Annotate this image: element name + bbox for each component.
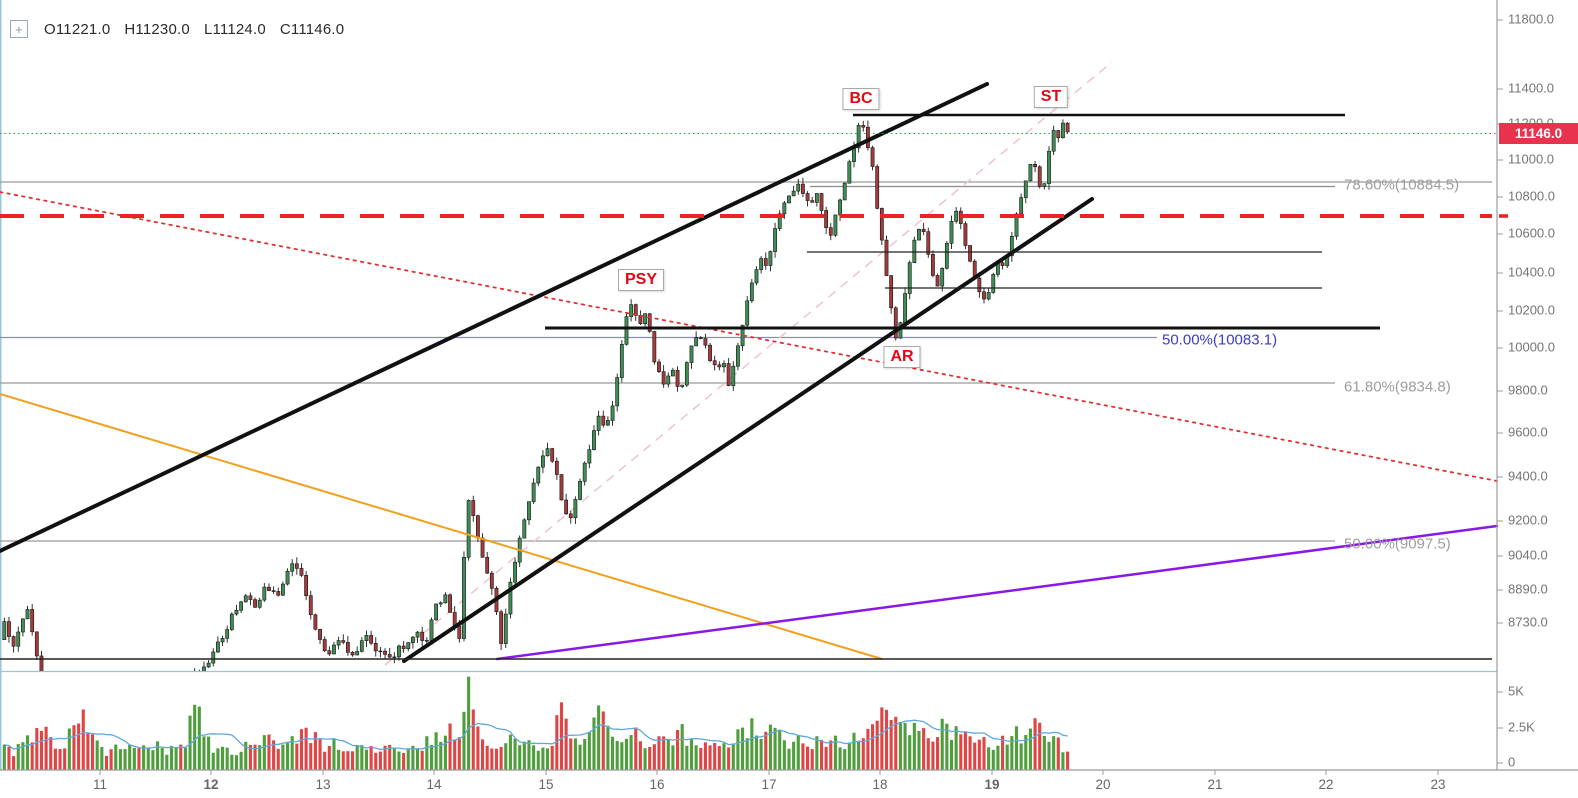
time-tick-label: 16 xyxy=(649,777,664,792)
fib-label-618[interactable]: 61.80%(9834.8) xyxy=(1344,378,1451,396)
time-tick-label: 14 xyxy=(426,777,442,792)
time-axis[interactable]: 11 12 13 14 15 16 17 18 19 20 21 22 23 xyxy=(93,770,1446,792)
legend-open: O11221.0 xyxy=(44,20,111,38)
channel-lower-trendline[interactable] xyxy=(402,197,1094,663)
price-tick-label: 9800.0 xyxy=(1508,382,1548,397)
time-tick-label: 20 xyxy=(1095,777,1110,792)
price-tick-label: 9600.0 xyxy=(1508,424,1548,439)
price-tick-label: 9040.0 xyxy=(1508,547,1548,562)
price-tick-label: 10200.0 xyxy=(1508,302,1555,317)
last-price-tag: 11146.0 xyxy=(1499,123,1578,144)
pink-dashed-trendline[interactable] xyxy=(384,61,1113,666)
fib-label-50-gray[interactable]: 50.00%(9097.5) xyxy=(1344,535,1451,553)
fib-label-786[interactable]: 78.60%(10884.5) xyxy=(1344,176,1460,194)
time-tick-label: 13 xyxy=(315,777,330,792)
time-tick-label: 11 xyxy=(93,777,107,792)
label-bc[interactable]: BC xyxy=(842,88,880,110)
time-tick-label: 21 xyxy=(1207,777,1222,792)
label-psy[interactable]: PSY xyxy=(617,269,665,291)
price-tick-label: 11800.0 xyxy=(1508,11,1554,26)
time-tick-label: 18 xyxy=(872,777,887,792)
time-tick-label: 23 xyxy=(1430,777,1445,792)
price-tick-label: 10800.0 xyxy=(1508,188,1555,203)
legend-close: C11146.0 xyxy=(279,20,345,38)
price-tick-label: 8730.0 xyxy=(1508,614,1548,629)
price-tick-label: 8890.0 xyxy=(1508,581,1548,596)
channel-upper-trendline[interactable] xyxy=(0,82,989,553)
time-tick-label: 19 xyxy=(984,777,999,792)
candlestick-series[interactable] xyxy=(2,119,1070,731)
price-tick-label: 10400.0 xyxy=(1508,264,1555,279)
time-tick-label: 15 xyxy=(538,777,553,792)
price-tick-label: 11000.0 xyxy=(1508,151,1554,166)
red-level-axis-mark xyxy=(1499,214,1508,218)
price-tick-label: 9200.0 xyxy=(1508,512,1548,527)
ohlc-legend: + O11221.0 H11230.0 L11124.0 C11146.0 xyxy=(10,20,344,38)
orange-trendline[interactable] xyxy=(0,393,883,660)
label-st[interactable]: ST xyxy=(1033,86,1069,108)
price-tick-label: 5K xyxy=(1508,683,1524,698)
volume-ma-line[interactable] xyxy=(4,719,1068,751)
expand-legend-icon[interactable]: + xyxy=(10,20,28,38)
time-tick-label: 22 xyxy=(1318,777,1333,792)
price-tick-label: 2.5K xyxy=(1508,719,1535,734)
time-tick-label: 17 xyxy=(761,777,776,792)
volume-series[interactable] xyxy=(2,676,1070,770)
price-axis[interactable]: 11800.011400.011200.011000.010800.010600… xyxy=(1497,11,1555,769)
legend-low: L11124.0 xyxy=(203,20,266,38)
fib-label-50-blue[interactable]: 50.00%(10083.1) xyxy=(1162,331,1278,349)
legend-high: H11230.0 xyxy=(124,20,190,38)
price-tick-label: 0 xyxy=(1508,754,1515,769)
price-tick-label: 10600.0 xyxy=(1508,225,1555,240)
price-tick-label: 11400.0 xyxy=(1508,80,1554,95)
purple-trendline[interactable] xyxy=(495,524,1499,661)
time-tick-label: 12 xyxy=(203,777,218,792)
label-ar[interactable]: AR xyxy=(883,346,921,368)
price-tick-label: 10000.0 xyxy=(1508,339,1555,354)
price-tick-label: 9400.0 xyxy=(1508,468,1548,483)
red-dotted-trendline[interactable] xyxy=(0,191,1498,482)
